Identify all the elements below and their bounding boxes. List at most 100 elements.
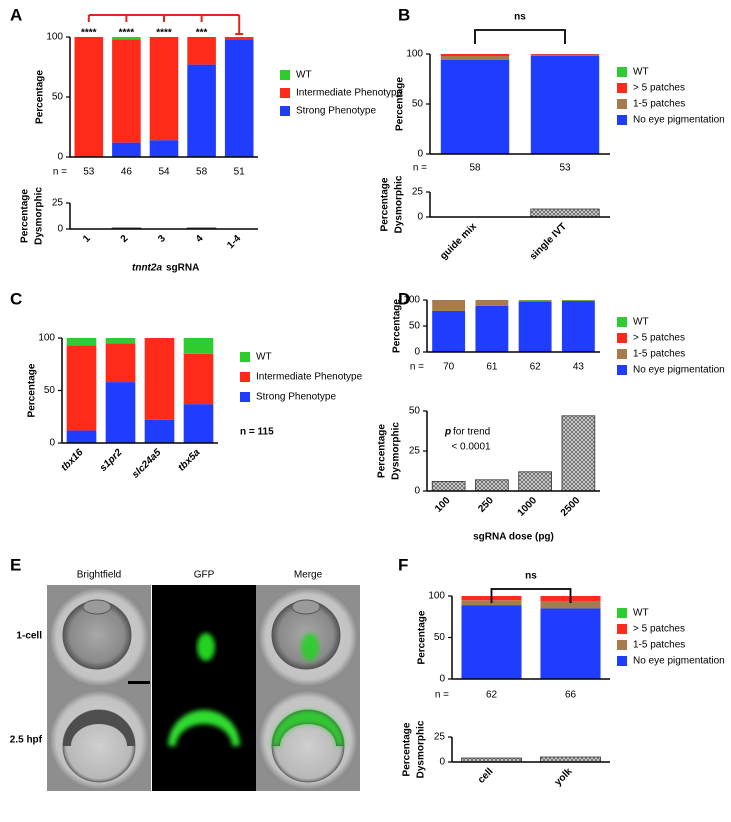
- x-tick-label: tbx5a: [176, 447, 203, 474]
- bar-segment: [112, 142, 141, 157]
- bar-segment: [149, 37, 179, 141]
- y-tick-label: 100: [38, 333, 55, 344]
- y-tick-label: 100: [403, 295, 420, 306]
- y-tick-label: 0: [414, 347, 420, 358]
- bar-segment: [561, 300, 595, 302]
- legend-swatch: [617, 656, 627, 666]
- y-tick-label: 25: [409, 446, 421, 457]
- annotation: p: [444, 427, 451, 438]
- significance-stars: ***: [196, 28, 208, 39]
- n-value: 53: [83, 167, 95, 178]
- x-tick-label: 1: [81, 233, 93, 245]
- n-value: 61: [486, 362, 498, 373]
- significance-bracket: [474, 29, 566, 44]
- bar-segment: [440, 60, 510, 154]
- bar-segment: [66, 338, 97, 346]
- n-label: n =: [435, 690, 449, 701]
- bar: [475, 479, 509, 492]
- x-tick-label: yolk: [553, 766, 575, 788]
- n-value: 51: [234, 167, 246, 178]
- legend-label: WT: [633, 608, 649, 619]
- bar-segment: [518, 301, 552, 352]
- legend-label: > 5 patches: [633, 624, 685, 635]
- n-label: n =: [413, 163, 427, 174]
- legend-swatch: [617, 67, 627, 77]
- n-label: n =: [410, 362, 424, 373]
- y-tick-label: 0: [439, 674, 445, 685]
- bar-segment: [475, 300, 509, 306]
- bar: [431, 480, 466, 492]
- bar-segment: [440, 56, 510, 60]
- x-tick-label: slc24a5: [130, 447, 164, 481]
- y-tick-label: 0: [414, 486, 420, 497]
- legend-label: 1-5 patches: [633, 349, 685, 360]
- y-axis-label: Percentage: [20, 189, 31, 243]
- legend-label: > 5 patches: [633, 333, 685, 344]
- legend-label: Strong Phenotype: [256, 392, 336, 403]
- bar-segment: [224, 37, 254, 40]
- row-label: 2.5 hpf: [10, 735, 43, 746]
- legend-swatch: [240, 372, 250, 382]
- bar-segment: [74, 37, 104, 157]
- legend-label: Strong Phenotype: [296, 106, 376, 117]
- bar-segment: [540, 600, 601, 609]
- bar-segment: [187, 37, 216, 65]
- bar: [518, 471, 552, 492]
- significance-stars: ****: [119, 28, 135, 39]
- scale-bar: [128, 681, 150, 684]
- bar-segment: [144, 338, 175, 420]
- x-tick-label: 1000: [516, 495, 540, 519]
- legend-swatch: [617, 365, 627, 375]
- y-axis-label: Dysmorphic: [34, 187, 45, 245]
- merge-signal: [301, 633, 319, 661]
- y-tick-label: 0: [439, 757, 445, 768]
- bar: [530, 208, 600, 218]
- bar-segment: [66, 430, 97, 443]
- column-header: GFP: [194, 570, 215, 581]
- legend-label: No eye pigmentation: [633, 115, 725, 126]
- panel-label: C: [10, 289, 22, 308]
- n-value: 53: [559, 163, 571, 174]
- x-axis-label: sgRNA dose (pg): [473, 532, 554, 543]
- image-panel: Brightfield GFP Merge 1-cell 2.5 hpf: [10, 570, 360, 791]
- panel-label: B: [398, 5, 410, 24]
- x-axis-label: sgRNA: [166, 263, 199, 274]
- n-value: 62: [530, 362, 542, 373]
- bar-segment: [475, 305, 509, 352]
- legend-swatch: [617, 333, 627, 343]
- y-tick-label: 50: [44, 385, 56, 396]
- bar-segment: [112, 37, 141, 40]
- legend-swatch: [617, 640, 627, 650]
- bar-segment: [187, 64, 216, 157]
- legend-swatch: [280, 70, 290, 80]
- bar: [561, 415, 596, 492]
- y-tick-label: 0: [417, 212, 423, 223]
- n-value: 54: [158, 167, 170, 178]
- n-value: 58: [196, 167, 208, 178]
- legend-label: WT: [633, 67, 649, 78]
- x-tick-label: s1pr2: [98, 447, 125, 474]
- x-tick-label: 2500: [559, 495, 583, 519]
- x-tick-label: 3: [156, 233, 168, 245]
- y-tick-label: 50: [412, 99, 424, 110]
- bar-segment: [112, 39, 141, 143]
- legend-swatch: [617, 83, 627, 93]
- x-tick-label: guide mix: [438, 221, 479, 262]
- legend-swatch: [617, 624, 627, 634]
- legend-swatch: [280, 88, 290, 98]
- bar-segment: [105, 343, 136, 383]
- x-axis-label: tnnt2a: [132, 263, 162, 274]
- y-axis-label: Percentage: [395, 77, 406, 131]
- panel-label: E: [10, 555, 21, 574]
- gfp-image: [152, 688, 256, 791]
- panel-label: D: [398, 289, 410, 308]
- y-axis-label: Percentage: [380, 177, 391, 231]
- n-value: 62: [486, 690, 498, 701]
- legend-label: Intermediate Phenotype: [256, 372, 363, 383]
- y-tick-label: 50: [52, 92, 64, 103]
- y-tick-label: 0: [49, 438, 55, 449]
- legend-swatch: [617, 349, 627, 359]
- n-value: 70: [443, 362, 455, 373]
- y-axis-label: Dysmorphic: [394, 175, 405, 233]
